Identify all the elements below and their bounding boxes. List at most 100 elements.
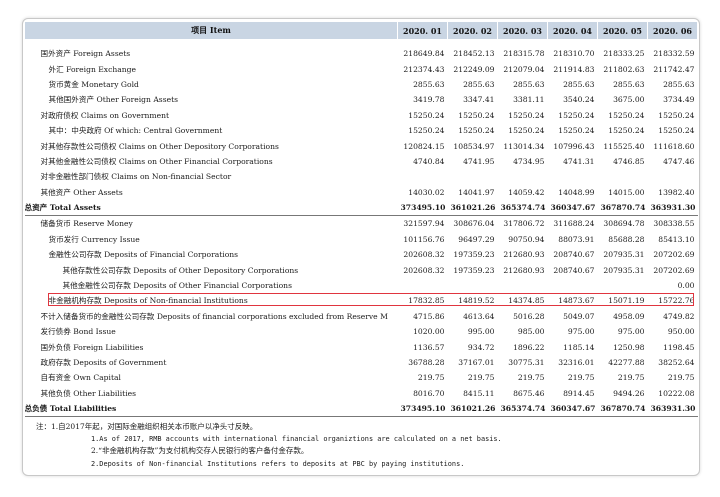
footnotes: 注：1.自2017年起，对国际金融组织相关本币账户以净头寸反映。 1.As of…	[36, 421, 676, 470]
value-cell: 211914.83	[553, 64, 595, 74]
value-cell: 3381.11	[513, 95, 545, 105]
value-cell: 360347.67	[547, 400, 598, 418]
value-cell: 120824.15	[403, 141, 445, 151]
value-cell: 15250.24	[608, 126, 645, 136]
value-cell: 219.75	[467, 373, 495, 383]
value-cell: 207202.69	[653, 250, 695, 260]
row-label: 国外负债 Foreign Liabilities	[40, 342, 144, 352]
value-cell: 219.75	[667, 373, 695, 383]
table-row: 外汇 Foreign Exchange 212374.43 212249.09 212…	[25, 61, 698, 76]
value-cell: 2855.63	[563, 79, 595, 89]
value-cell: 4749.82	[663, 311, 695, 321]
row-label: 不计入储备货币的金融性公司存款 Deposits of financial co…	[40, 311, 388, 321]
value-cell: 363931.30	[647, 400, 698, 418]
value-cell: 218310.70	[553, 49, 595, 59]
row-label: 其他存款性公司存款 Deposits of Other Depository C…	[62, 265, 299, 275]
value-cell: 14015.00	[608, 187, 645, 197]
value-cell: 1896.22	[513, 342, 545, 352]
value-cell: 4715.86	[413, 311, 445, 321]
table-row: 发行债券 Bond Issue 1020.00 995.00 985.00 975.00…	[25, 324, 698, 339]
value-cell: 15250.24	[508, 110, 545, 120]
value-cell: 8415.11	[463, 388, 495, 398]
value-cell	[598, 169, 648, 184]
row-label: 总资产 Total Assets	[24, 199, 398, 217]
row-label: 其他国外资产 Other Foreign Assets	[48, 95, 179, 105]
value-cell: 36788.28	[408, 358, 445, 367]
value-cell: 219.75	[617, 373, 645, 383]
row-label: 货币发行 Currency Issue	[48, 234, 140, 244]
footnote-en-2: 2.Deposits of Non-financial Institutions…	[91, 459, 465, 468]
row-label: 发行债券 Bond Issue	[40, 327, 116, 337]
row-label: 货币黄金 Monetary Gold	[48, 79, 139, 89]
table-row: 货币发行 Currency Issue 101156.76 96497.29 9075…	[25, 232, 698, 247]
row-label: 金融性公司存款 Deposits of Financial Corporatio…	[48, 250, 239, 260]
value-cell: 8675.46	[513, 388, 545, 398]
value-cell: 32316.01	[558, 358, 595, 367]
value-cell: 96497.29	[458, 234, 495, 244]
value-cell: 30775.31	[508, 358, 545, 367]
value-cell: 85688.28	[608, 234, 645, 244]
value-cell: 85413.10	[658, 234, 695, 244]
value-cell: 5049.07	[563, 311, 595, 321]
value-cell: 212249.09	[453, 64, 495, 74]
table-row: 政府存款 Deposits of Government 36788.28 37167…	[25, 355, 698, 370]
value-cell: 2855.63	[613, 79, 645, 89]
table-row: 货币黄金 Monetary Gold 2855.63 2855.63 2855.63 2…	[25, 77, 698, 92]
value-cell: 5016.28	[513, 311, 545, 321]
row-label: 对其他金融性公司债权 Claims on Other Financial Cor…	[40, 156, 273, 166]
value-cell: 15250.24	[458, 110, 495, 120]
table-total-row: 总资产 Total Assets 373495.10 361021.26 365374…	[24, 199, 698, 217]
row-label: 非金融机构存款 Deposits of Non-financial Instit…	[48, 296, 248, 306]
value-cell: 1136.57	[413, 342, 445, 352]
value-cell	[498, 169, 548, 184]
value-cell: 361021.26	[447, 199, 498, 217]
value-cell: 14374.85	[508, 296, 545, 306]
row-label: 外汇 Foreign Exchange	[48, 64, 137, 74]
value-cell: 4746.85	[613, 156, 645, 166]
value-cell: 38252.64	[658, 358, 695, 367]
row-label: 对非金融性部门债权 Claims on Non-financial Sector	[40, 172, 232, 182]
value-cell: 207935.31	[603, 250, 645, 260]
row-label: 对政府债权 Claims on Government	[40, 110, 170, 120]
value-cell: 207202.69	[653, 265, 695, 275]
value-cell	[648, 169, 698, 184]
value-cell: 4740.84	[413, 156, 445, 166]
value-cell: 202608.32	[403, 265, 445, 275]
row-label: 其他负债 Other Liabilities	[40, 388, 137, 398]
row-label: 政府存款 Deposits of Government	[40, 358, 167, 367]
table-row: 金融性公司存款 Deposits of Financial Corporatio…	[25, 247, 698, 262]
value-cell: 0.00	[677, 281, 695, 291]
value-cell: 311688.24	[547, 215, 598, 232]
value-cell: 197359.23	[453, 250, 495, 260]
row-label: 其他资产 Other Assets	[40, 187, 123, 197]
value-cell: 14048.99	[558, 187, 595, 197]
value-cell	[548, 169, 598, 184]
value-cell: 8016.70	[413, 388, 445, 398]
value-cell: 4747.46	[663, 156, 695, 166]
table-row: 其他负债 Other Liabilities 8016.70 8415.11 8675…	[25, 386, 698, 401]
row-label: 其中：中央政府 Of which: Central Government	[48, 126, 223, 136]
value-cell: 218452.13	[453, 49, 495, 59]
value-cell: 88073.91	[558, 234, 595, 244]
value-cell: 15250.24	[658, 126, 695, 136]
value-cell: 2855.63	[463, 79, 495, 89]
column-header-month: 2020. 03	[497, 21, 548, 40]
value-cell: 15722.76	[658, 296, 695, 306]
value-cell: 219.75	[567, 373, 595, 383]
table-row: 其他存款性公司存款 Deposits of Other Depository C…	[25, 262, 698, 277]
value-cell: 212680.93	[503, 265, 545, 275]
table-row: 国外资产 Foreign Assets 218649.84 218452.13 218…	[25, 40, 698, 62]
table-row: 不计入储备货币的金融性公司存款 Deposits of financial co…	[25, 309, 698, 324]
value-cell	[598, 278, 648, 293]
value-cell	[498, 278, 548, 293]
value-cell: 42277.88	[608, 358, 645, 367]
table-row: 自有资金 Own Capital 219.75 219.75 219.75 219.75…	[25, 370, 698, 385]
value-cell: 15250.24	[408, 126, 445, 136]
row-label: 国外资产 Foreign Assets	[40, 49, 131, 59]
value-cell: 361021.26	[447, 400, 498, 418]
value-cell: 218315.78	[503, 49, 545, 59]
table-row: 对政府债权 Claims on Government 15250.24 15250.…	[25, 108, 698, 123]
value-cell: 101156.76	[403, 234, 445, 244]
value-cell: 317806.72	[497, 215, 548, 232]
value-cell: 212079.04	[503, 64, 545, 74]
